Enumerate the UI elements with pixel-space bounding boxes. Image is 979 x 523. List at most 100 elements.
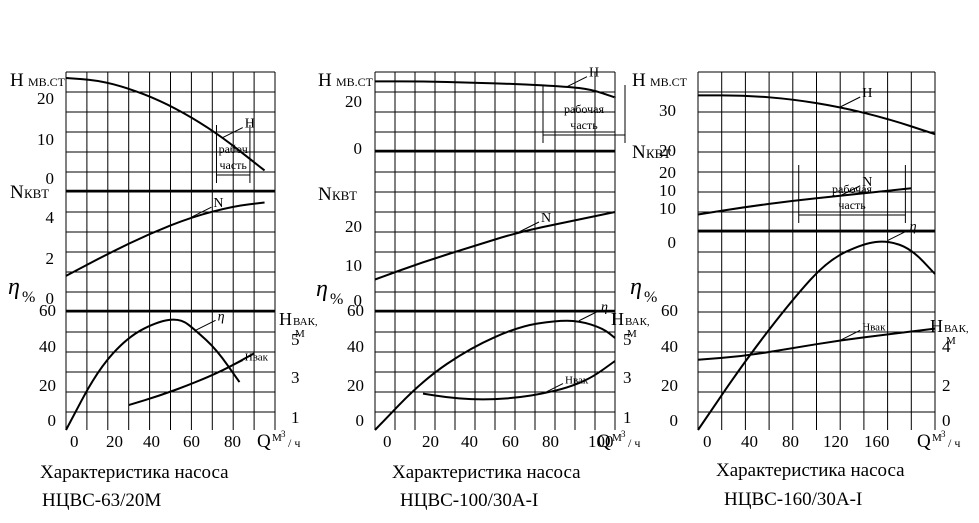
eta-tick-label: 0: [670, 411, 679, 430]
hvak-axis-unit: М: [627, 328, 637, 340]
n-tick-label: 0: [46, 289, 55, 308]
hvak-tick-label: 5: [623, 330, 632, 349]
curve-label-eta: η: [910, 220, 917, 235]
x-axis-unit: М: [272, 432, 282, 444]
n-axis-unit: КВТ: [332, 188, 357, 203]
curve-label-h: H: [589, 66, 599, 81]
curve-label-h: H: [245, 117, 255, 132]
eta-axis-label: η: [630, 274, 642, 300]
h-tick-label: 10: [659, 181, 676, 200]
n-tick-label: 0: [354, 291, 363, 310]
eta-tick-label: 40: [661, 337, 678, 356]
h-axis-label: H: [632, 70, 646, 91]
curve-label-leader: [222, 360, 243, 372]
h-tick-label: 20: [37, 89, 54, 108]
curve-label-leader: [191, 206, 212, 218]
caption-1-line1: Характеристика насоса: [40, 462, 229, 483]
x-tick-label: 80: [782, 432, 799, 451]
series-line-eta: [697, 240, 936, 431]
work-range-label-1: рабоч: [219, 142, 248, 156]
x-tick-label: 0: [383, 432, 392, 451]
n-tick-label: 20: [345, 217, 362, 236]
curve-label-n: N: [541, 211, 551, 226]
eta-axis-label: η: [8, 274, 20, 300]
work-range-label-1: рабочая: [832, 182, 872, 196]
h-axis-unit: МВ.СТ: [336, 75, 374, 89]
h-tick-label: 0: [46, 169, 55, 188]
x-tick-label: 0: [70, 432, 79, 451]
eta-axis-unit: %: [330, 291, 343, 308]
h-axis-unit: МВ.СТ: [28, 75, 66, 89]
series-line-n: [374, 211, 616, 281]
curve-label-leader: [578, 310, 600, 322]
x-tick-label: 60: [183, 432, 200, 451]
n-axis-label: N: [318, 184, 332, 205]
hvak-tick-label: 0: [942, 411, 951, 430]
x-tick-label: 120: [823, 432, 849, 451]
series-line-h: [375, 80, 616, 99]
h-axis-label: H: [10, 70, 24, 91]
caption-2-line2: НЦВС-100/30А-I: [400, 490, 539, 511]
n-axis-label: N: [10, 182, 24, 203]
x-tick-label: 80: [224, 432, 241, 451]
eta-tick-label: 20: [39, 376, 56, 395]
curve-label-leader: [839, 185, 861, 197]
hvak-axis-sub: ВАК,: [944, 323, 969, 335]
eta-tick-label: 40: [39, 337, 56, 356]
curve-label-leader: [542, 383, 564, 395]
curve-label-eta: η: [601, 300, 608, 315]
x-axis-label: Q: [597, 431, 611, 452]
hvak-tick-label: 2: [942, 376, 951, 395]
hvak-tick-label: 3: [291, 368, 300, 387]
n-axis-unit: КВТ: [24, 186, 49, 201]
n-tick-label: 20: [659, 163, 676, 182]
eta-tick-label: 20: [347, 376, 364, 395]
curve-label-leader: [195, 319, 216, 331]
x-axis-unit: М: [932, 432, 942, 444]
h-axis-unit: МВ.СТ: [650, 75, 688, 89]
h-tick-label: 20: [345, 92, 362, 111]
x-tick-label: 40: [143, 432, 160, 451]
series-line-eta: [65, 318, 241, 431]
h-axis-label: H: [318, 70, 332, 91]
eta-tick-label: 60: [661, 301, 678, 320]
x-axis-unit: М: [612, 432, 622, 444]
hvak-axis-label: H: [279, 309, 292, 329]
n-tick-label: 0: [668, 233, 677, 252]
series-line-n: [697, 187, 912, 216]
hvak-tick-label: 1: [623, 408, 632, 427]
chart-panel-2: [374, 71, 626, 431]
curve-label-leader: [839, 96, 861, 108]
hvak-axis-label: H: [611, 309, 624, 329]
curve-label-hvak: Нвак: [862, 321, 886, 333]
x-tick-label: 40: [461, 432, 478, 451]
chart-panel-3: [697, 71, 936, 431]
caption-3-line2: НЦВС-160/30А-I: [724, 489, 863, 510]
caption-1-line2: НЦВС-63/20М: [42, 490, 162, 511]
caption-3-line1: Характеристика насоса: [716, 460, 905, 481]
x-axis-unit-tail: / ч: [288, 436, 300, 450]
hvak-axis-unit: М: [295, 328, 305, 340]
eta-tick-label: 0: [48, 411, 57, 430]
eta-tick-label: 0: [356, 411, 365, 430]
series-line-hvak: [128, 352, 255, 407]
chart-panel-1: [65, 71, 276, 431]
curve-label-hvak: Нвак: [565, 375, 589, 387]
eta-tick-label: 60: [39, 301, 56, 320]
curve-label-leader: [566, 76, 588, 88]
hvak-tick-label: 4: [942, 337, 951, 356]
hvak-axis-unit: М: [946, 335, 956, 347]
eta-tick-label: 20: [661, 376, 678, 395]
curve-label-leader: [839, 329, 861, 341]
h-tick-label: 30: [659, 101, 676, 120]
curve-label-leader: [518, 221, 540, 233]
curve-label-eta: η: [218, 309, 225, 324]
hvak-axis-sub: ВАК,: [293, 316, 318, 328]
x-axis-unit-tail: / ч: [948, 436, 960, 450]
x-tick-label: 60: [502, 432, 519, 451]
hvak-tick-label: 5: [291, 330, 300, 349]
x-tick-label: 160: [864, 432, 890, 451]
series-line-h: [698, 94, 936, 136]
eta-tick-label: 40: [347, 337, 364, 356]
